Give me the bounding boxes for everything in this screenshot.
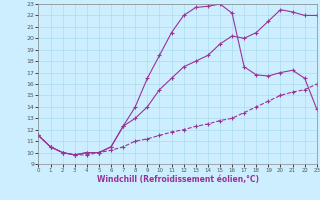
X-axis label: Windchill (Refroidissement éolien,°C): Windchill (Refroidissement éolien,°C) <box>97 175 259 184</box>
